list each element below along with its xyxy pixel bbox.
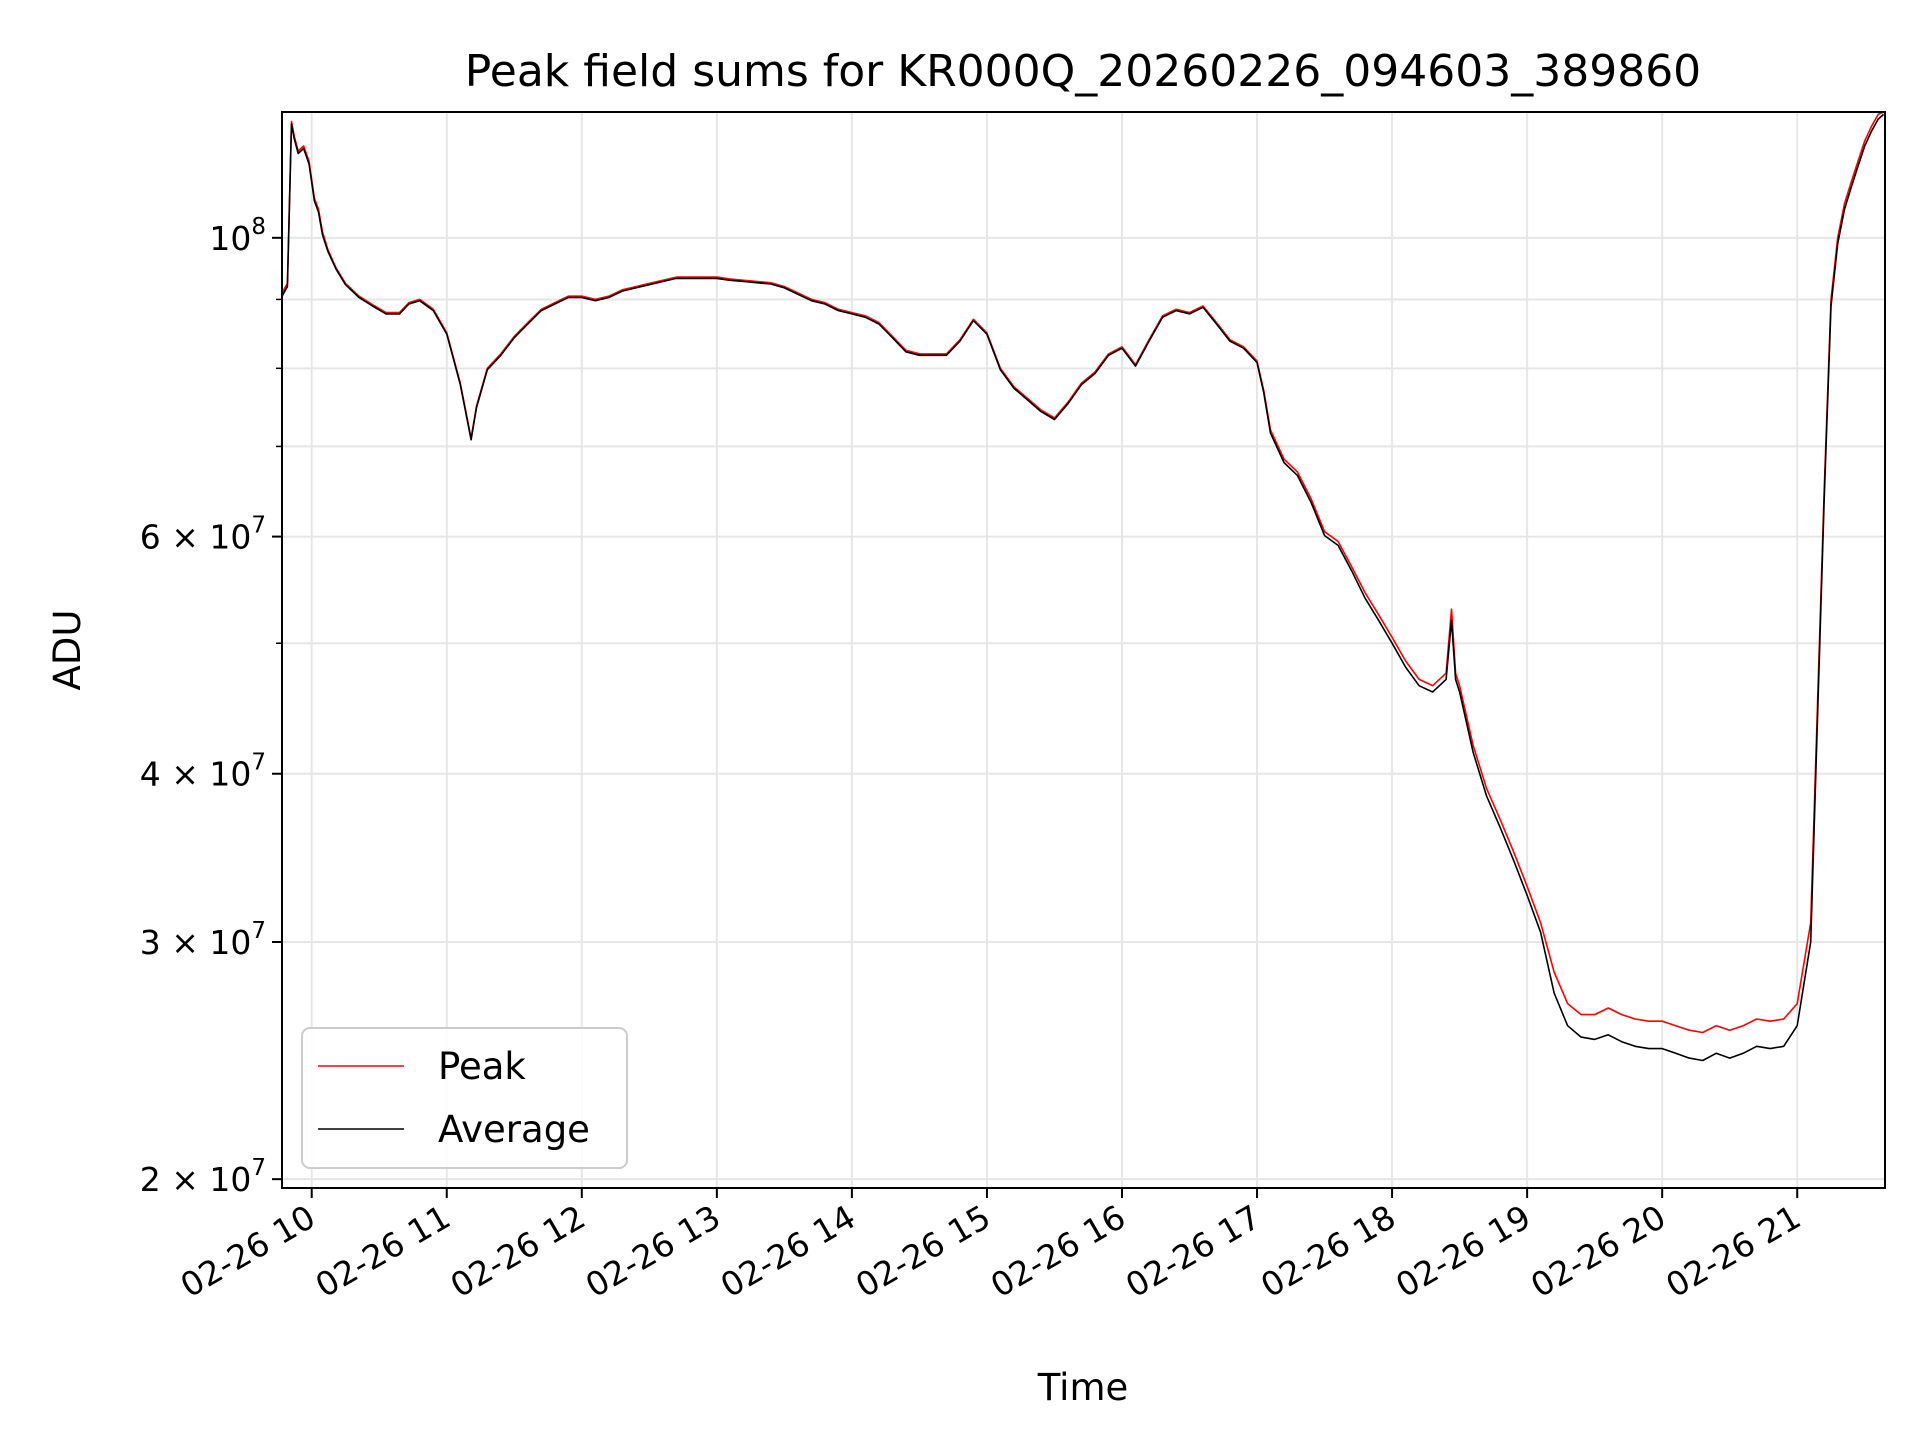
y-tick-label-base: 3 × 10 (140, 923, 252, 962)
y-tick-label-exponent: 7 (251, 918, 266, 944)
plot-frame (281, 111, 1886, 1189)
series-line-average (282, 113, 1885, 1062)
y-tick-label: 3 × 107 (140, 918, 266, 962)
chart-title: Peak field sums for KR000Q_20260226_0946… (465, 46, 1701, 97)
y-tick-label-base: 6 × 10 (140, 518, 252, 557)
series-layer (282, 112, 1885, 1062)
legend-label-average: Average (438, 1108, 590, 1151)
legend: Peak Average (301, 1027, 628, 1169)
y-tick-label: 2 × 107 (140, 1155, 266, 1199)
legend-box (301, 1027, 628, 1169)
y-tick-label-exponent: 8 (251, 214, 266, 240)
y-axis-label: ADU (46, 610, 89, 691)
grid (282, 112, 1885, 1188)
y-tick-label-base: 10 (209, 219, 251, 258)
y-tick-label-exponent: 7 (251, 750, 266, 776)
y-tick-label: 108 (209, 214, 266, 258)
y-tick-label: 4 × 107 (140, 750, 266, 794)
x-axis-label: Time (1037, 1366, 1129, 1409)
y-tick-label-exponent: 7 (251, 513, 266, 539)
y-tick-label: 6 × 107 (140, 513, 266, 557)
y-tick-label-base: 2 × 10 (140, 1160, 252, 1199)
y-tick-label-exponent: 7 (251, 1155, 266, 1181)
legend-label-peak: Peak (438, 1045, 526, 1088)
y-tick-label-base: 4 × 10 (140, 755, 252, 794)
